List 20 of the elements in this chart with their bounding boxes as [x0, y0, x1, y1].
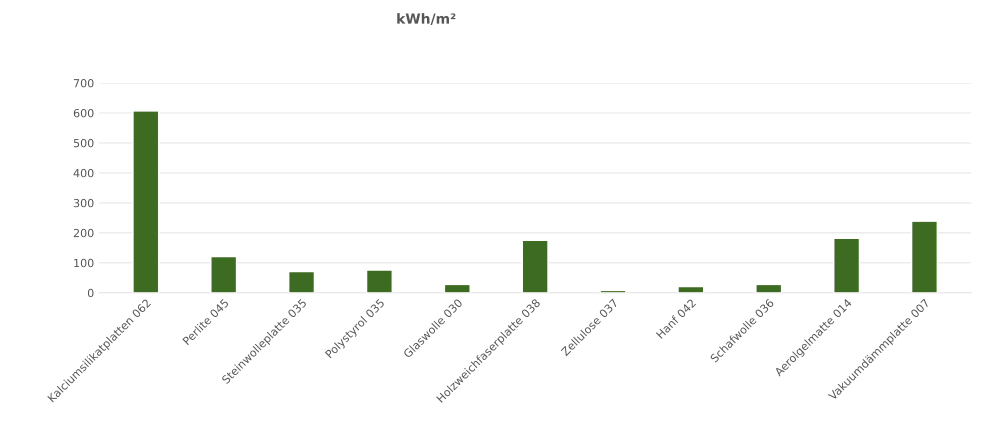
bar [132, 110, 160, 293]
y-tick-label: 600 [74, 108, 94, 118]
bar [677, 286, 704, 293]
y-tick-label: 200 [74, 228, 94, 238]
bar [522, 240, 549, 293]
bar [599, 290, 627, 293]
y-tick-label: 500 [74, 138, 94, 148]
bar [910, 220, 938, 293]
y-tick-label: 100 [74, 258, 94, 268]
y-tick-label: 300 [74, 198, 94, 208]
y-tick-label: 400 [74, 168, 94, 178]
y-tick-label: 0 [88, 288, 94, 298]
bar [444, 284, 471, 293]
chart-title: kWh/m² [397, 13, 456, 25]
bar [366, 269, 393, 293]
y-tick-label: 700 [74, 79, 94, 88]
bar [288, 270, 316, 293]
bar [755, 284, 782, 293]
bar [833, 238, 860, 293]
bar [210, 256, 238, 293]
